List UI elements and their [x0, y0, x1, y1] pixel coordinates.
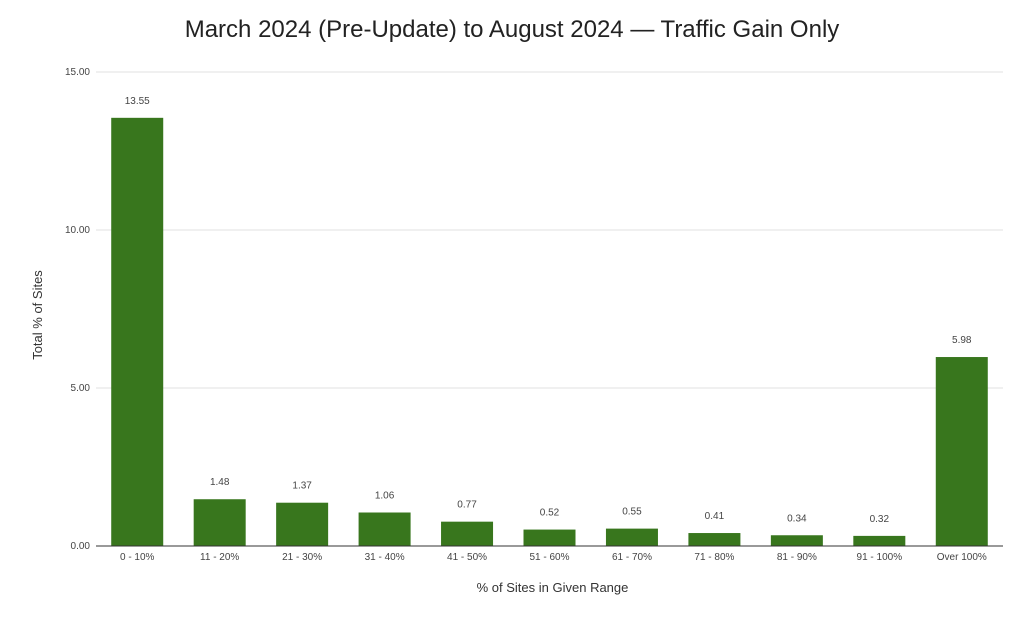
x-axis-ticks: 0 - 10% 11 - 20% 21 - 30% 31 - 40% 41 - 50% 5…	[120, 552, 987, 563]
bar	[441, 521, 494, 546]
bar	[358, 512, 411, 546]
x-axis-title: % of Sites in Given Range	[477, 580, 629, 595]
data-labels: 13.55 1.48 1.37 1.06 0.77 0.52 0.55 0.41 0.34 0.3…	[125, 96, 972, 525]
y-axis-ticks: 0.00 5.00 10.00 15.00	[65, 67, 90, 552]
x-tick-label: 81 - 90%	[777, 552, 817, 563]
bar	[770, 535, 823, 546]
x-tick-label: 11 - 20%	[200, 552, 239, 563]
bar	[276, 502, 329, 546]
y-tick-label: 15.00	[65, 67, 90, 78]
y-tick-label: 0.00	[71, 541, 91, 552]
x-tick-label: 51 - 60%	[529, 552, 569, 563]
x-tick-label: 21 - 30%	[282, 552, 322, 563]
bar	[605, 528, 658, 546]
x-tick-label: 91 - 100%	[857, 552, 903, 563]
data-label: 0.55	[622, 507, 642, 518]
x-tick-label: 41 - 50%	[447, 552, 487, 563]
data-label: 0.52	[540, 508, 560, 519]
y-tick-label: 5.00	[71, 383, 91, 394]
x-tick-label: 0 - 10%	[120, 552, 155, 563]
y-axis-title: Total % of Sites	[30, 270, 45, 360]
bar	[935, 357, 988, 546]
bar	[853, 535, 906, 546]
bar	[193, 499, 246, 546]
bar	[688, 533, 741, 546]
y-tick-label: 10.00	[65, 225, 90, 236]
chart-title: March 2024 (Pre-Update) to August 2024 —…	[184, 16, 840, 43]
data-label: 1.37	[292, 481, 312, 492]
data-label: 0.34	[787, 513, 807, 524]
data-label: 1.48	[210, 477, 230, 488]
data-label: 0.77	[457, 500, 477, 511]
data-label: 1.06	[375, 491, 395, 502]
gridlines	[96, 71, 1003, 389]
bars	[111, 117, 988, 546]
x-tick-label: 31 - 40%	[365, 552, 405, 563]
data-label: 0.32	[870, 514, 890, 525]
data-label: 13.55	[125, 96, 150, 107]
x-tick-label: 61 - 70%	[612, 552, 652, 563]
bar	[523, 529, 576, 546]
x-tick-label: 71 - 80%	[694, 552, 734, 563]
data-label: 0.41	[705, 511, 725, 522]
x-tick-label: Over 100%	[937, 552, 987, 563]
bar	[111, 117, 164, 546]
data-label: 5.98	[952, 335, 972, 346]
